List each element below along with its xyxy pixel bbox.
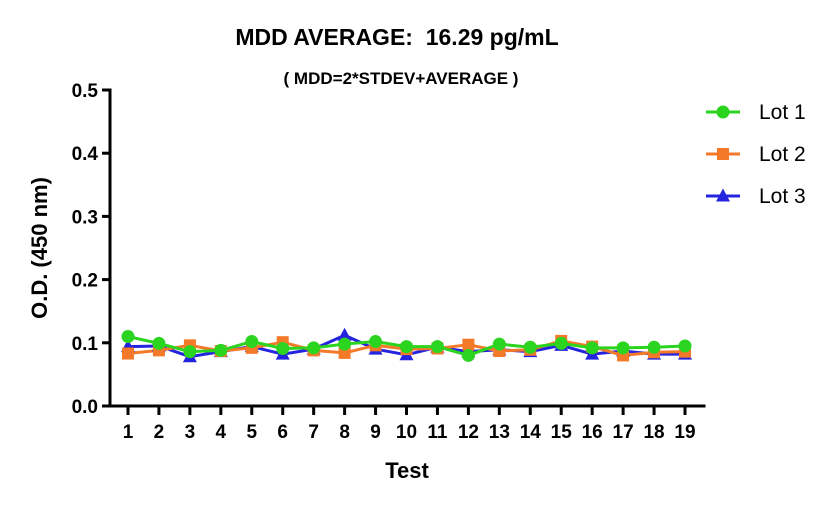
lot-1-point — [647, 340, 661, 354]
x-tick-label: 13 — [489, 422, 510, 443]
lot-1-point — [276, 341, 290, 355]
lot-1-point — [523, 340, 537, 354]
x-tick-label: 17 — [613, 422, 634, 443]
x-tick-label: 10 — [396, 422, 417, 443]
y-axis-label: O.D. (450 nm) — [27, 177, 52, 319]
axes: 0.00.10.20.30.40.51 2 3 4 5 6 7 8 9 10 11 12 13 14 15 1… — [27, 81, 706, 483]
x-tick-label: 5 — [246, 422, 257, 443]
x-tick-label: 8 — [339, 422, 350, 443]
lot-1-point — [183, 345, 197, 359]
lot-1-point — [245, 335, 259, 349]
y-tick-label: 0.0 — [72, 397, 98, 418]
x-tick-label: 9 — [370, 422, 381, 443]
lot-1-point — [430, 340, 444, 354]
x-tick-label: 14 — [520, 422, 542, 443]
lot-1-point — [678, 339, 692, 353]
legend-lot-1-label: Lot 1 — [759, 101, 806, 124]
x-tick-label: 12 — [458, 422, 479, 443]
y-tick-label: 0.1 — [72, 334, 99, 355]
x-tick-label: 19 — [674, 422, 695, 443]
y-tick-label: 0.5 — [72, 81, 99, 102]
series-markers — [121, 327, 692, 363]
chart-title: MDD AVERAGE: 16.29 pg/mL — [235, 24, 559, 50]
lot-1-point — [400, 340, 413, 354]
lot-2-point — [122, 347, 134, 360]
legend-lot-3-marker — [716, 188, 730, 202]
x-tick-label: 1 — [123, 422, 134, 443]
legend-lot-1-marker — [716, 105, 730, 119]
lot-3-point — [337, 327, 352, 341]
legend: Lot 1 Lot 2 Lot 3 — [706, 101, 806, 208]
legend-lot-2-marker — [717, 148, 729, 160]
legend-lot-2-label: Lot 2 — [759, 143, 806, 166]
y-tick-label: 0.3 — [72, 207, 98, 228]
x-tick-label: 7 — [308, 422, 319, 443]
x-tick-label: 6 — [277, 422, 288, 443]
lot-1-point — [492, 337, 506, 351]
lot-1-point — [461, 348, 475, 362]
lot-1-point — [554, 336, 568, 350]
lot-2-point — [338, 346, 351, 359]
x-tick-label: 18 — [643, 422, 664, 443]
x-tick-label: 3 — [185, 422, 196, 443]
lot-1-point — [338, 337, 352, 351]
lot-1-point — [121, 329, 135, 343]
x-tick-label: 2 — [154, 422, 165, 443]
legend-lot-3-label: Lot 3 — [759, 185, 806, 208]
x-tick-label: 16 — [582, 422, 603, 443]
x-tick-label: 15 — [551, 422, 573, 443]
chart-subtitle: ( MDD=2*STDEV+AVERAGE ) — [283, 69, 519, 88]
x-tick-label: 4 — [216, 422, 227, 443]
lot-1-point — [307, 341, 321, 355]
y-tick-label: 0.4 — [72, 144, 99, 165]
y-tick-label: 0.2 — [72, 271, 98, 292]
lot-1-point — [616, 341, 630, 355]
lot-1-point — [152, 336, 166, 350]
lot-2-point — [462, 338, 475, 351]
x-tick-label: 11 — [427, 422, 448, 443]
lot-1-point — [585, 341, 599, 355]
lot-1-point — [369, 335, 383, 349]
lot-1-point — [214, 343, 228, 357]
x-axis-label: Test — [385, 458, 429, 483]
